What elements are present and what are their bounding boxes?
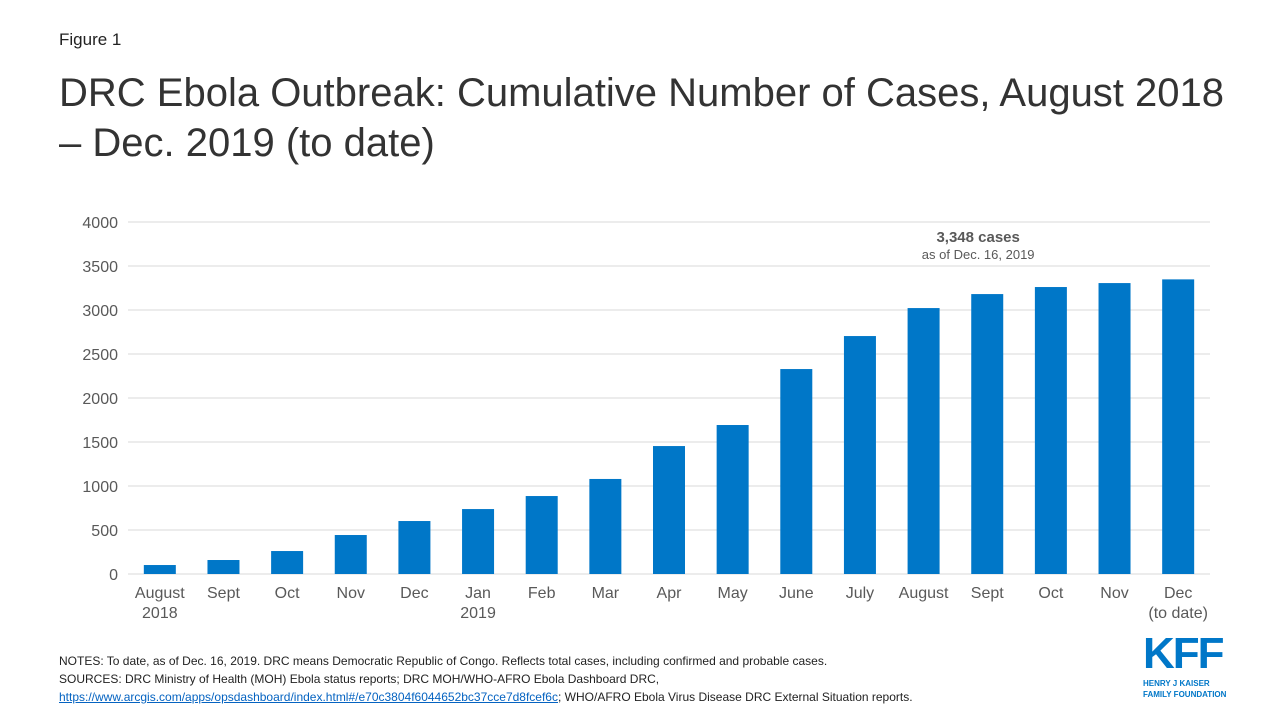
x-tick-label: June: [779, 585, 814, 602]
y-tick-label: 3000: [82, 303, 118, 320]
figure-label: Figure 1: [59, 30, 122, 49]
y-tick-label: 2500: [82, 347, 118, 364]
sources-text: SOURCES: DRC Ministry of Health (MOH) Eb…: [59, 672, 660, 686]
x-tick-label: (to date): [1148, 605, 1208, 622]
bar: [525, 496, 558, 574]
logo-line2: FAMILY FOUNDATION: [1143, 690, 1227, 699]
bar: [971, 294, 1004, 574]
chart-title: DRC Ebola Outbreak: Cumulative Number of…: [59, 71, 1225, 165]
y-tick-label: 500: [91, 523, 118, 540]
bar: [207, 560, 240, 574]
bar: [589, 478, 622, 574]
x-tick-label: Feb: [528, 585, 556, 602]
y-tick-label: 0: [109, 567, 118, 584]
x-tick-label: Dec: [1164, 585, 1192, 602]
bar: [780, 369, 813, 574]
kff-logo: KFF HENRY J KAISER FAMILY FOUNDATION: [1143, 630, 1253, 700]
bar: [271, 551, 304, 574]
x-tick-label: 2019: [460, 605, 496, 622]
sources-line2: https://www.arcgis.com/apps/opsdashboard…: [59, 690, 913, 704]
y-tick-label: 1000: [82, 479, 118, 496]
y-tick-label: 1500: [82, 435, 118, 452]
x-tick-label: Oct: [1038, 585, 1063, 602]
x-tick-label: Dec: [400, 585, 428, 602]
y-tick-label: 3500: [82, 259, 118, 276]
x-tick-label: Apr: [657, 585, 683, 602]
bar: [334, 535, 367, 574]
bar: [398, 521, 431, 574]
x-tick-label: August: [899, 585, 949, 602]
sources-link[interactable]: https://www.arcgis.com/apps/opsdashboard…: [59, 690, 558, 704]
x-tick-label: August: [135, 585, 185, 602]
x-tick-label: Sept: [971, 585, 1004, 602]
x-tick-label: Jan: [465, 585, 491, 602]
x-tick-label: Nov: [1100, 585, 1128, 602]
x-tick-label: July: [846, 585, 874, 602]
annotation-subtitle: as of Dec. 16, 2019: [922, 247, 1035, 262]
bar: [1098, 283, 1131, 574]
y-tick-label: 2000: [82, 391, 118, 408]
x-tick-label: Oct: [275, 585, 300, 602]
x-tick-label: May: [718, 585, 748, 602]
notes-text: NOTES: To date, as of Dec. 16, 2019. DRC…: [59, 654, 828, 668]
x-tick-label: Mar: [592, 585, 620, 602]
logo-line1: HENRY J KAISER: [1143, 679, 1210, 688]
x-tick-label: Sept: [207, 585, 240, 602]
bar: [1162, 279, 1195, 574]
bar-chart: 0 500 1000 1500 2000 2500 3000 3500 4000 August 20…: [82, 215, 1210, 622]
y-tick-label: 4000: [82, 215, 118, 232]
bar: [907, 308, 940, 574]
logo-mark: KFF: [1143, 629, 1225, 678]
sources-rest: ; WHO/AFRO Ebola Virus Disease DRC Exter…: [557, 690, 913, 704]
annotation-title: 3,348 cases: [936, 229, 1019, 246]
bar: [1034, 287, 1067, 574]
bar: [843, 336, 876, 574]
bar: [143, 565, 176, 574]
bar: [653, 446, 685, 574]
bar: [462, 509, 495, 574]
x-tick-label: 2018: [142, 605, 178, 622]
bar: [716, 425, 749, 574]
x-tick-label: Nov: [337, 585, 365, 602]
